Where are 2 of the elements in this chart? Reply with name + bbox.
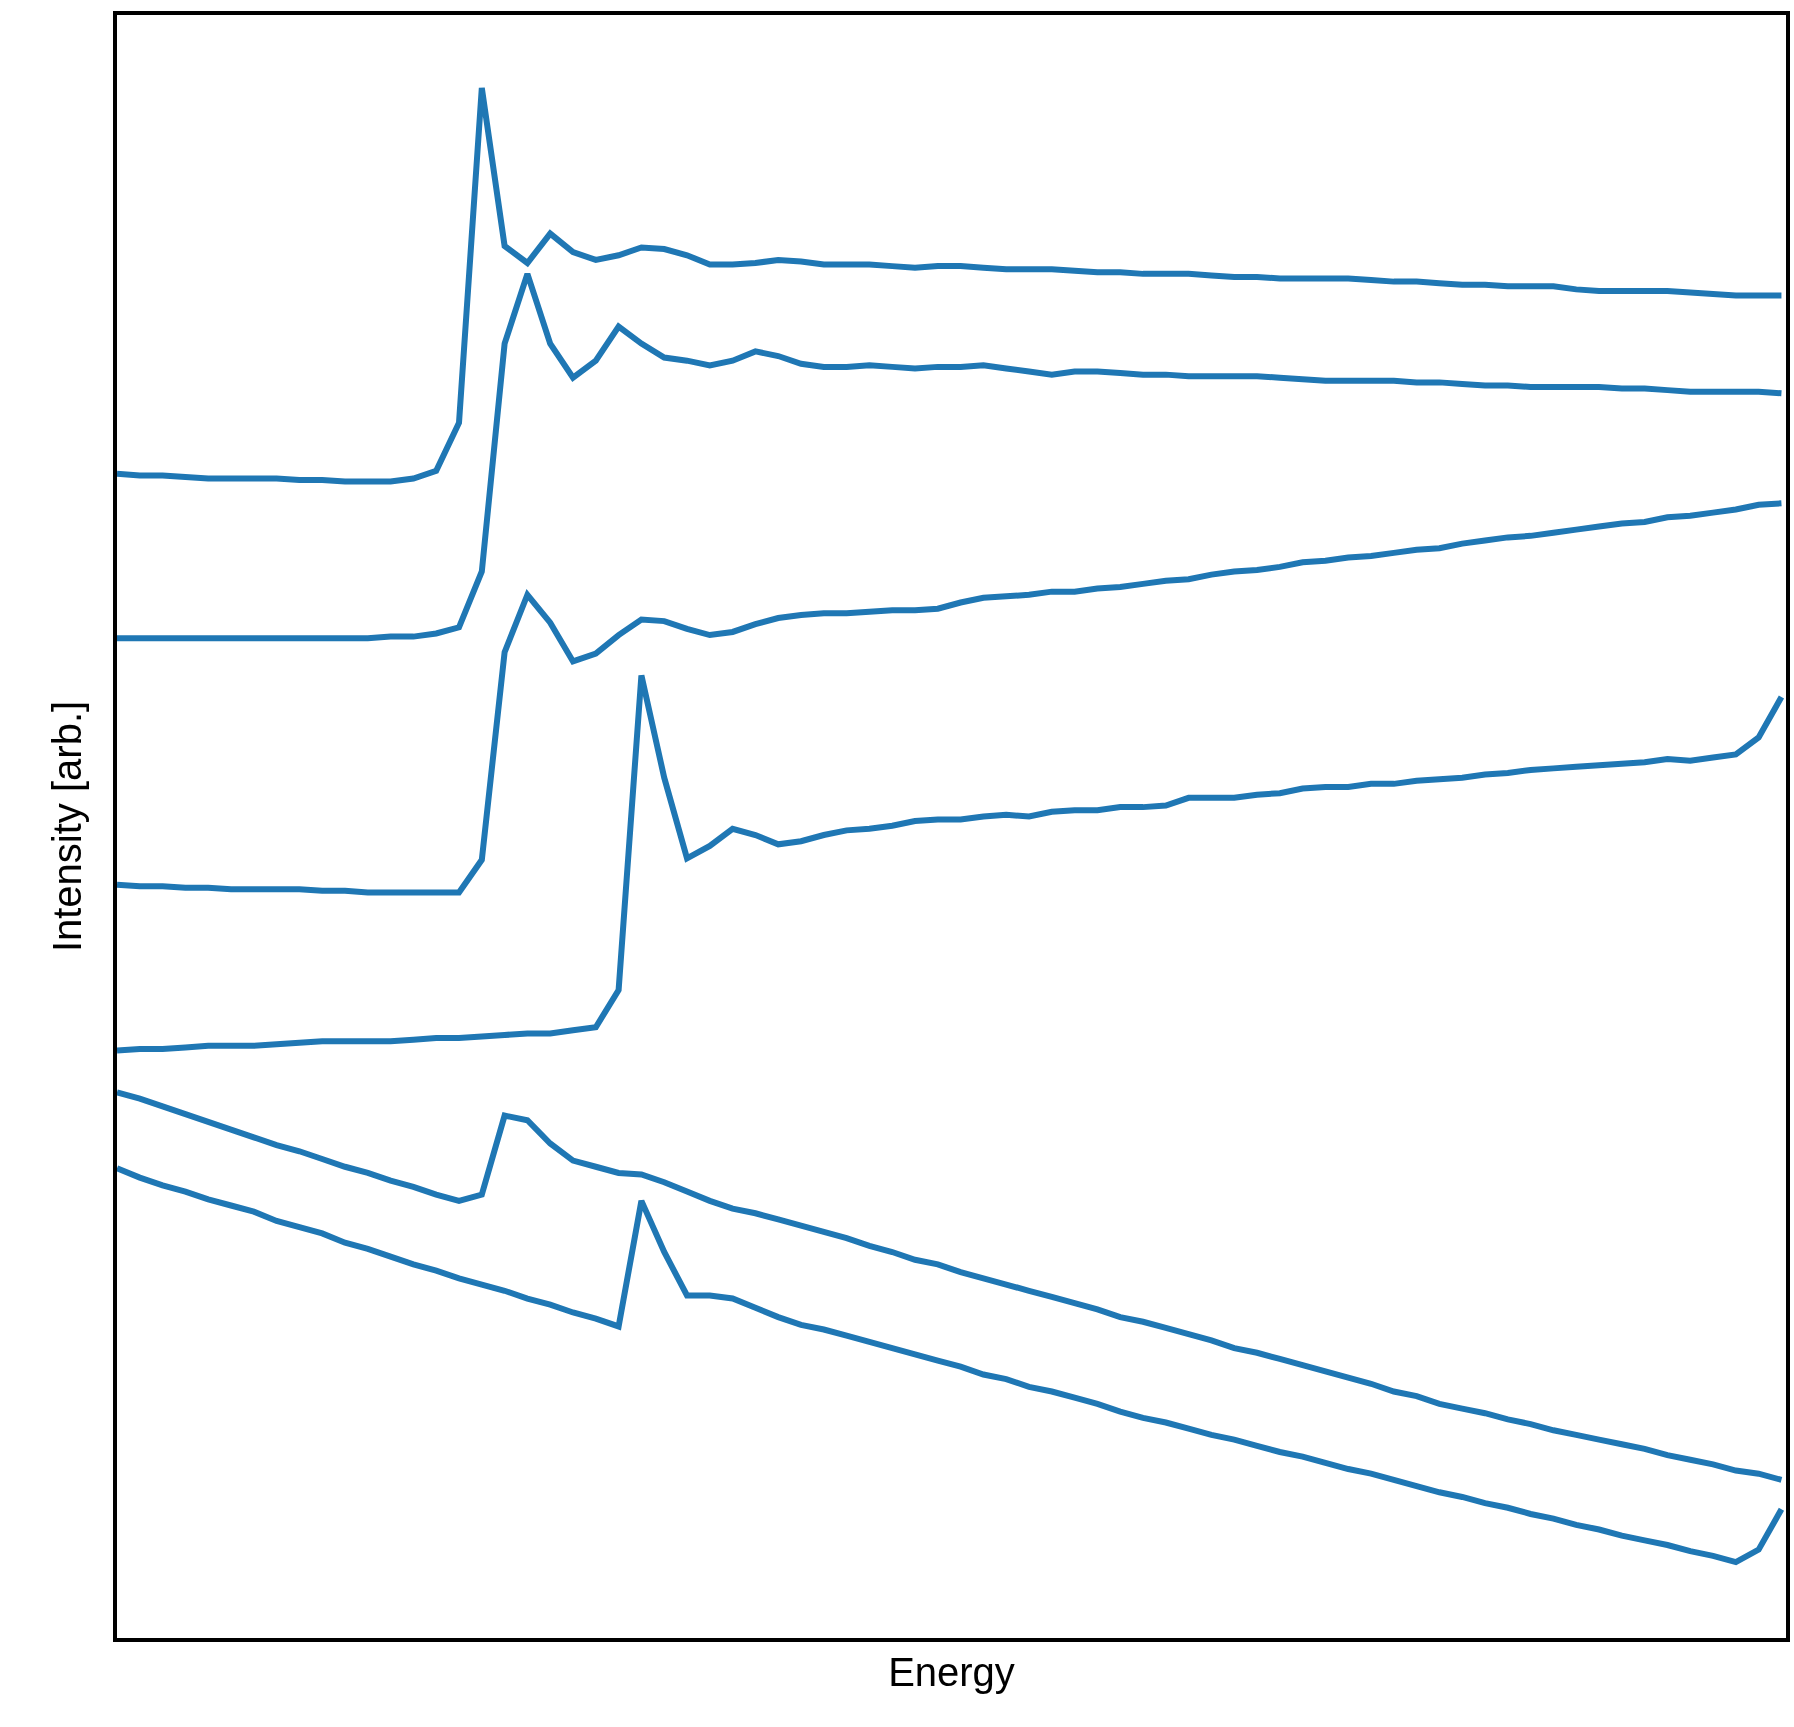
x-axis-title: Energy: [888, 1650, 1015, 1694]
y-axis-title: Intensity [arb.]: [45, 700, 89, 953]
